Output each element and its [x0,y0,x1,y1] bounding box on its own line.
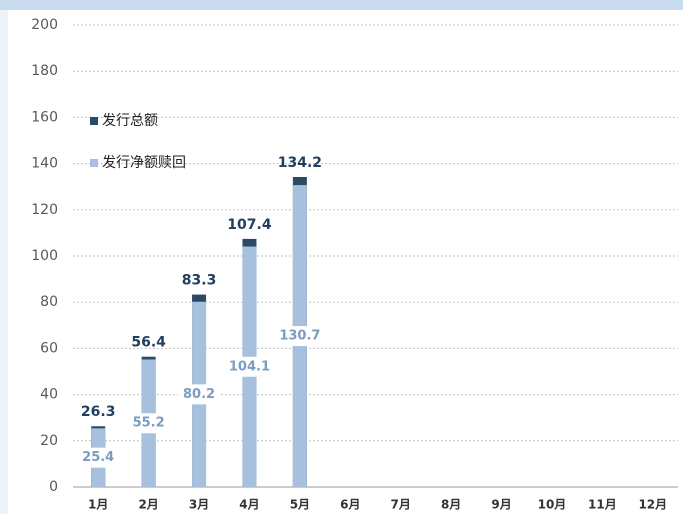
x-tick-label: 8月 [441,498,461,512]
x-tick-label: 4月 [239,498,259,512]
x-tick-label: 5月 [290,498,310,512]
y-tick-label: 60 [40,340,58,356]
x-tick-label: 3月 [189,498,209,512]
value-label-total: 56.4 [131,335,166,351]
value-label-bg [127,413,170,434]
value-label-bg [77,447,120,468]
x-tick-label: 11月 [588,498,617,512]
x-tick-label: 1月 [88,498,108,512]
y-tick-label: 180 [31,63,58,79]
y-tick-label: 40 [40,387,58,403]
value-label-total: 134.2 [278,155,322,171]
y-tick-label: 0 [49,479,58,495]
y-tick-label: 20 [40,433,58,449]
x-tick-label: 9月 [491,498,511,512]
y-tick-label: 140 [31,156,58,172]
value-label-total: 26.3 [81,404,116,420]
value-label-bg [228,356,271,377]
left-band [0,10,8,514]
x-tick-label: 6月 [340,498,360,512]
x-tick-label: 2月 [138,498,158,512]
value-label-total: 107.4 [227,217,272,233]
legend-label: 发行净额赎回 [102,154,186,171]
value-label-net: 104.1 [229,359,270,374]
y-tick-label: 160 [31,109,58,125]
legend-swatch [90,159,98,167]
legend-swatch [90,117,98,125]
y-tick-label: 80 [40,294,58,310]
value-label-bg [178,384,221,405]
value-label-bg [278,326,321,347]
value-label-total: 83.3 [182,273,217,289]
value-label-net: 25.4 [82,450,114,465]
y-tick-label: 100 [31,248,58,264]
x-tick-label: 10月 [538,498,567,512]
value-label-net: 130.7 [279,329,320,344]
x-tick-label: 12月 [638,498,667,512]
y-tick-label: 200 [31,17,58,33]
value-label-net: 55.2 [133,416,165,431]
value-label-net: 80.2 [183,387,215,402]
legend-label: 发行总额 [102,113,158,129]
y-tick-label: 120 [31,202,58,218]
x-tick-label: 7月 [391,498,411,512]
top-band [0,0,683,10]
